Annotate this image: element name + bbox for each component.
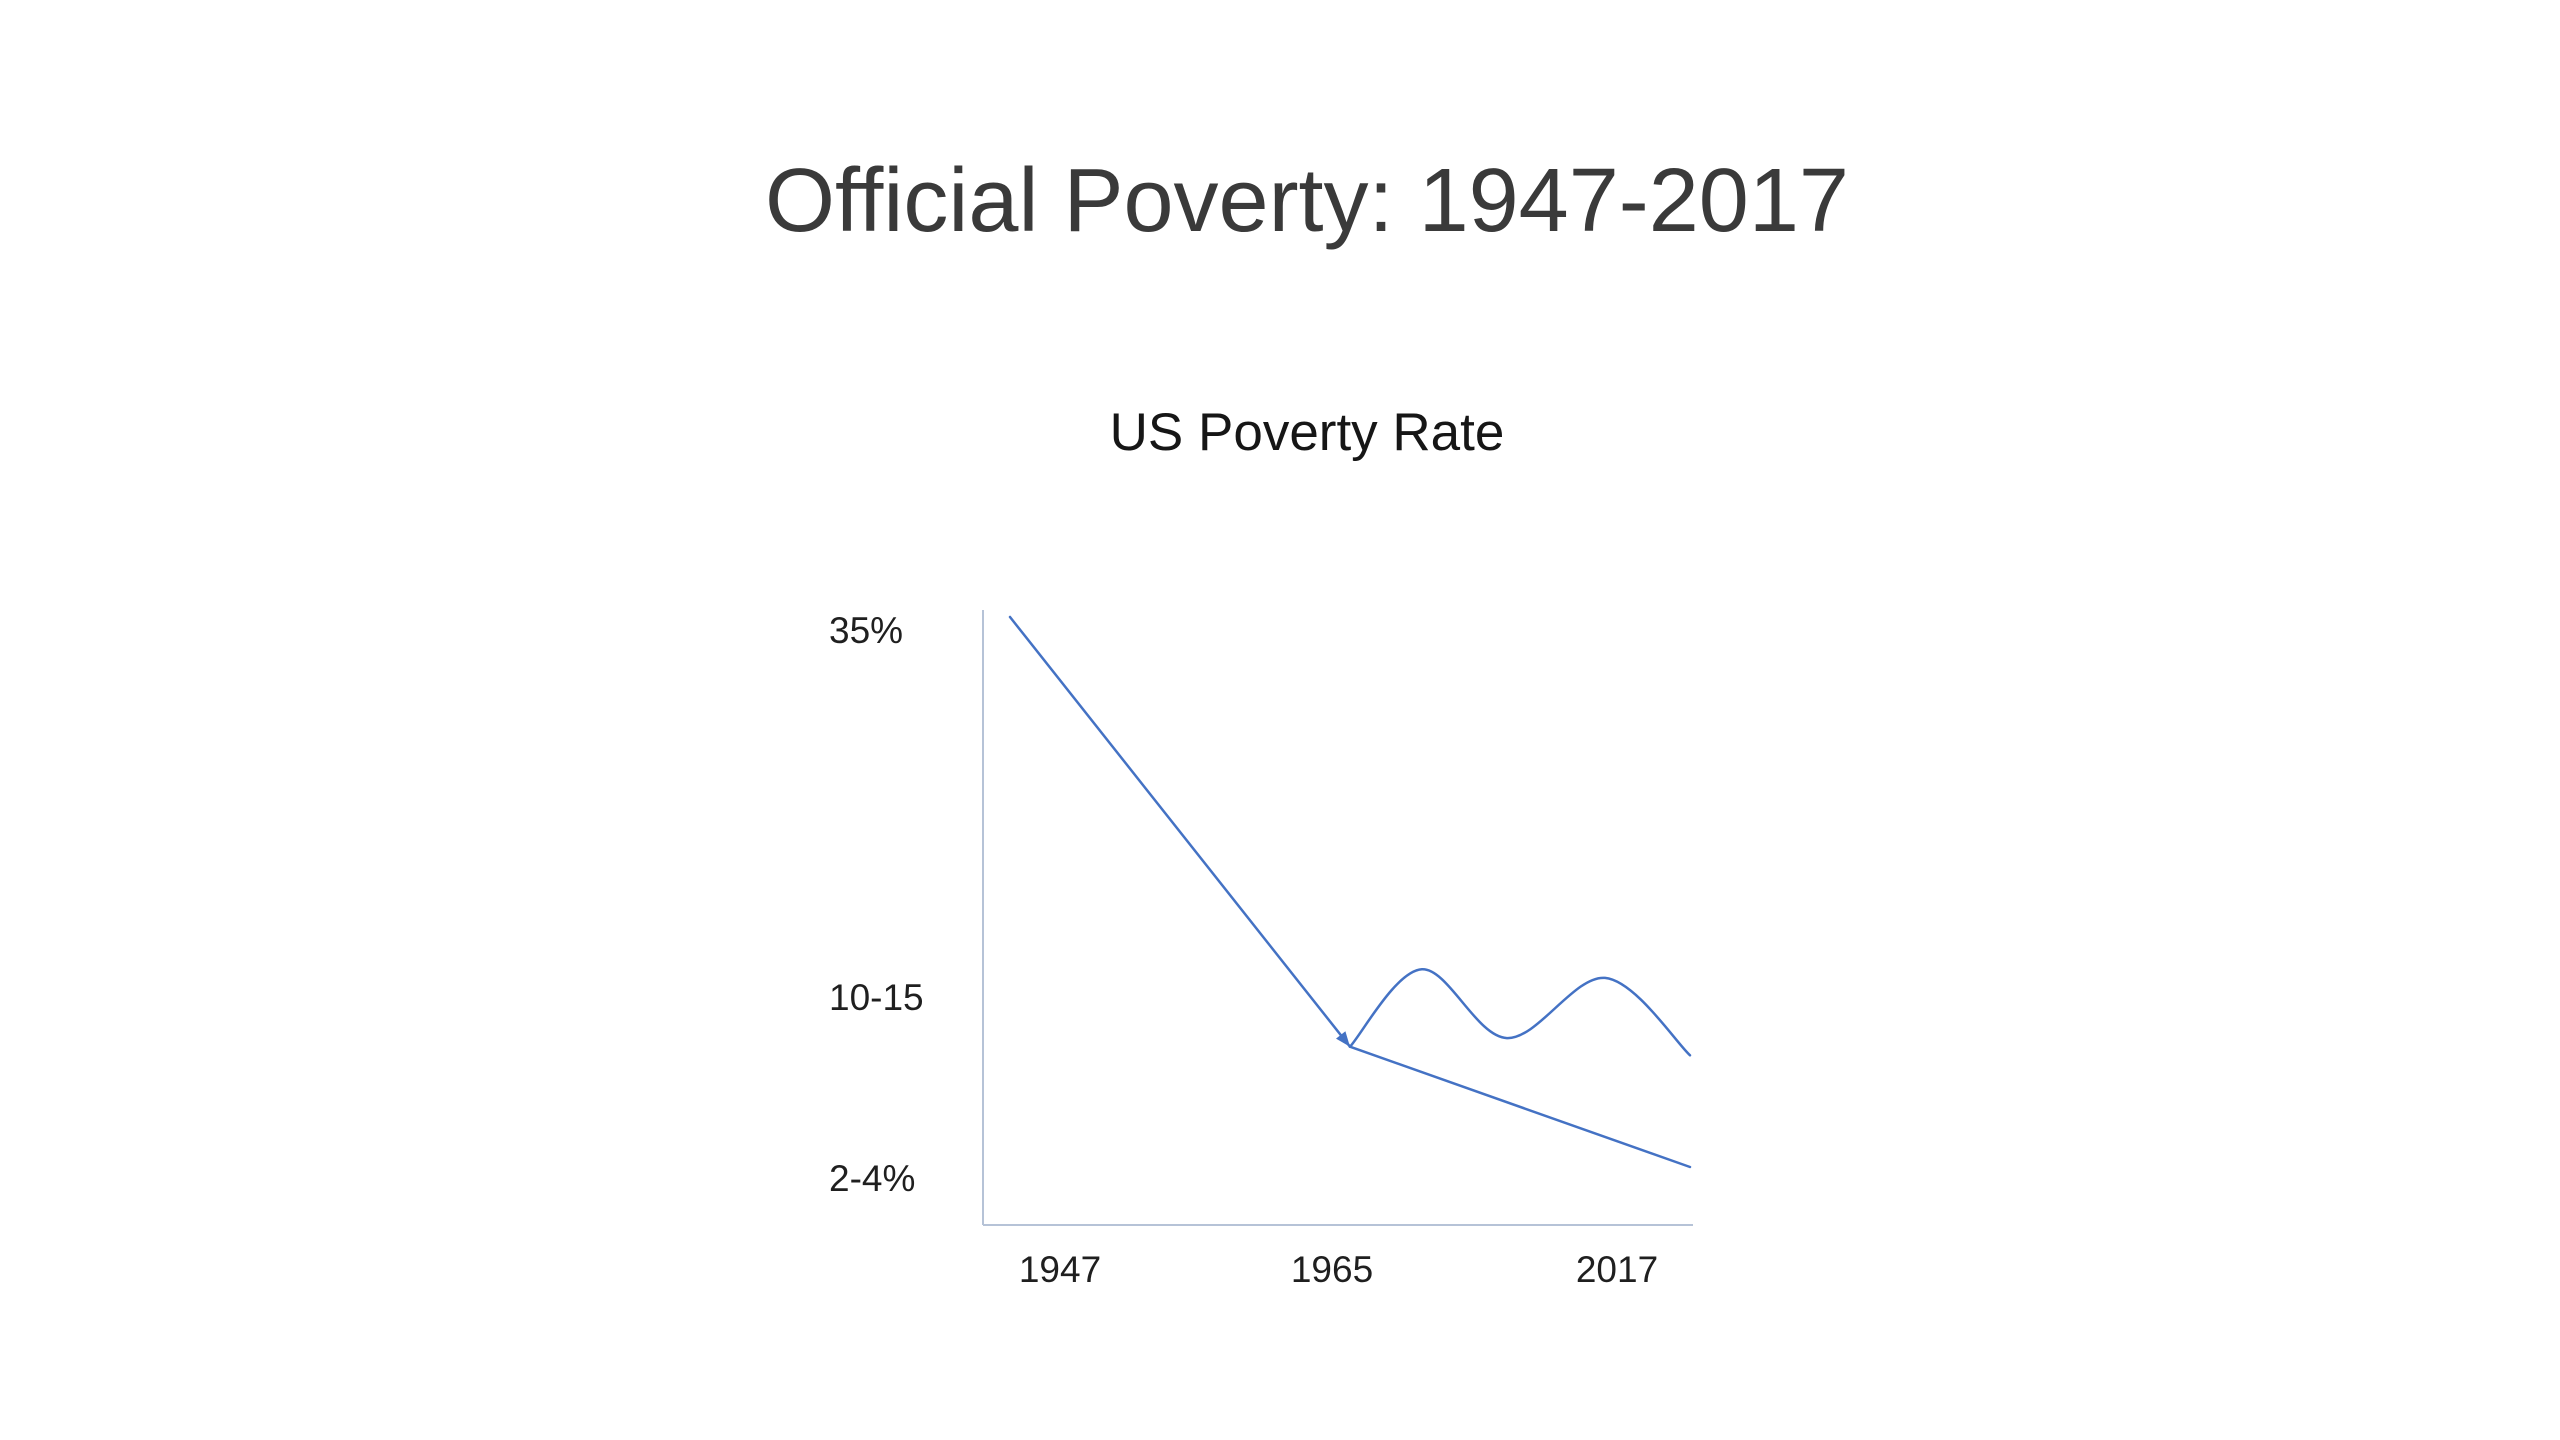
poverty-line-chart: 35% 10-15 2-4% 1947 1965 2017 — [829, 610, 1693, 1290]
slide-title: Official Poverty: 1947-2017 — [765, 151, 1849, 251]
series-official-poverty-fluctuation-1965-2017 — [1348, 968, 1692, 1057]
series-official-poverty-decline-1947-1965 — [1008, 615, 1352, 1048]
chart-title: US Poverty Rate — [1109, 403, 1505, 462]
arrowhead-icon — [1336, 1031, 1350, 1047]
y-tick-label-2-4: 2-4% — [829, 1158, 915, 1199]
x-tick-label-1965: 1965 — [1291, 1249, 1373, 1290]
series-continued-decline-line-to-2-4-percent — [1348, 1045, 1692, 1169]
y-tick-label-35: 35% — [829, 610, 903, 651]
x-tick-label-1947: 1947 — [1019, 1249, 1101, 1290]
chart-line-series — [1008, 615, 1692, 1169]
x-tick-label-2017: 2017 — [1576, 1249, 1658, 1290]
y-tick-label-10-15: 10-15 — [829, 977, 924, 1018]
